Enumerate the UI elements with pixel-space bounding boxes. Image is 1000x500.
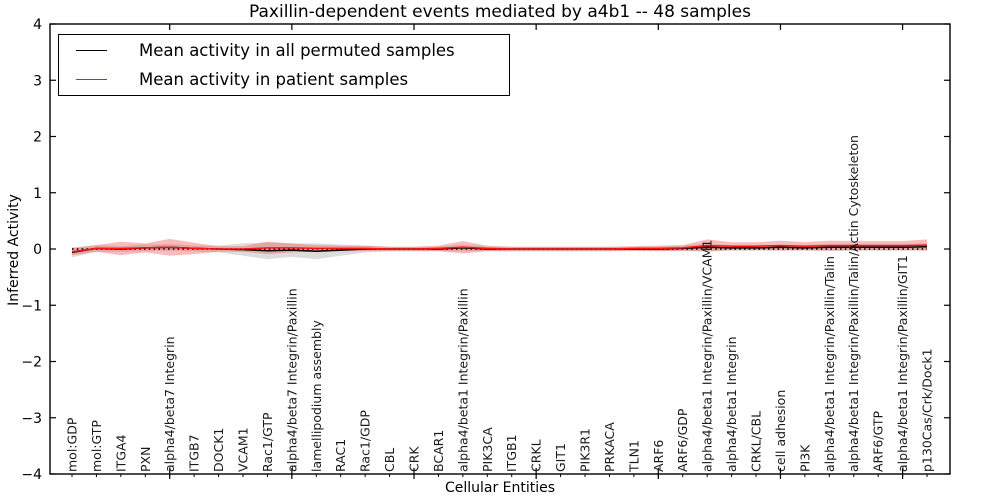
category-label: alpha4/beta1 Integrin/Paxillin/Talin/Act… bbox=[846, 135, 861, 472]
category-label: PI3K bbox=[797, 444, 812, 472]
category-label: ARF6 bbox=[651, 440, 666, 472]
patient-std-band bbox=[72, 238, 927, 256]
category-label: alpha4/beta7 Integrin/Paxillin bbox=[284, 288, 299, 472]
category-label: PRKACA bbox=[602, 422, 617, 472]
category-label: BCAR1 bbox=[431, 430, 446, 472]
category-label: alpha4/beta1 Integrin/Paxillin/GIT1 bbox=[895, 255, 910, 472]
category-label: alpha4/beta7 Integrin bbox=[162, 336, 177, 472]
category-label: cell adhesion bbox=[773, 390, 788, 472]
legend-label-patient: Mean activity in patient samples bbox=[139, 70, 409, 89]
category-label: VCAM1 bbox=[236, 427, 251, 472]
patient-line-swatch bbox=[76, 79, 107, 80]
category-label: lamellipodium assembly bbox=[309, 320, 324, 472]
category-label: ITGB1 bbox=[504, 434, 519, 472]
category-label: mol:GDP bbox=[65, 417, 80, 472]
category-label: alpha4/beta1 Integrin/Paxillin/Talin bbox=[822, 256, 837, 472]
category-label: ITGB7 bbox=[187, 434, 202, 472]
y-axis-label: Inferred Activity bbox=[6, 194, 22, 306]
category-label: TLN1 bbox=[626, 440, 641, 473]
category-label: Rac1/GDP bbox=[358, 410, 373, 472]
category-label: alpha4/beta1 Integrin/Paxillin/VCAM1 bbox=[700, 240, 715, 472]
y-tick-label: 0 bbox=[33, 242, 42, 258]
x-axis-label: Cellular Entities bbox=[444, 480, 556, 496]
legend-label-permuted: Mean activity in all permuted samples bbox=[139, 41, 455, 60]
legend-entry-patient: Mean activity in patient samples bbox=[59, 70, 509, 89]
category-label: RAC1 bbox=[333, 439, 348, 472]
legend-entry-permuted: Mean activity in all permuted samples bbox=[59, 41, 509, 60]
category-label: CRKL bbox=[529, 439, 544, 472]
category-label: DOCK1 bbox=[211, 428, 226, 472]
category-label: ARF6/GTP bbox=[871, 411, 886, 472]
y-tick-label: −1 bbox=[21, 298, 42, 314]
category-label: CRKL/CBL bbox=[749, 411, 764, 472]
permuted-std-band bbox=[72, 242, 927, 260]
y-tick-label: −3 bbox=[21, 411, 42, 427]
category-label: CRK bbox=[407, 446, 422, 472]
y-tick-label: 4 bbox=[33, 17, 42, 33]
category-label: ARF6/GDP bbox=[675, 408, 690, 472]
y-tick-label: 2 bbox=[33, 130, 42, 146]
category-label: alpha4/beta1 Integrin bbox=[724, 336, 739, 472]
category-label: CBL bbox=[382, 448, 397, 472]
legend: Mean activity in all permuted samples Me… bbox=[58, 34, 510, 96]
category-label: PIK3CA bbox=[480, 427, 495, 472]
category-label: PXN bbox=[138, 447, 153, 472]
category-label: GIT1 bbox=[553, 443, 568, 472]
category-label: Rac1/GTP bbox=[260, 412, 275, 472]
category-label: p130Cas/Crk/Dock1 bbox=[920, 348, 935, 472]
y-tick-label: 3 bbox=[33, 73, 42, 89]
category-label: mol:GTP bbox=[89, 420, 104, 472]
permuted-line-swatch bbox=[76, 50, 107, 51]
category-label: PIK3R1 bbox=[578, 428, 593, 472]
y-tick-label: −2 bbox=[21, 355, 42, 371]
patient-mean-line bbox=[71, 244, 928, 253]
y-tick-label: −4 bbox=[21, 467, 42, 483]
chart-title: Paxillin-dependent events mediated by a4… bbox=[249, 2, 751, 22]
category-label: ITGA4 bbox=[113, 434, 128, 472]
y-tick-label: 1 bbox=[33, 186, 42, 202]
category-label: alpha4/beta1 Integrin/Paxillin bbox=[455, 288, 470, 472]
